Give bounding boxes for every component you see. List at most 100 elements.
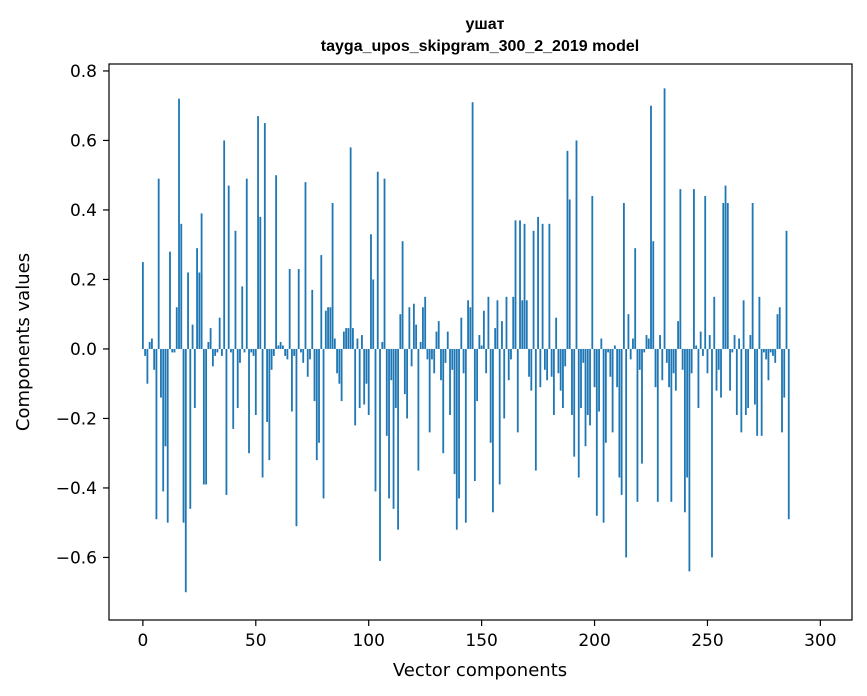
bar-component-184 [557, 348, 560, 374]
bar-component-74 [309, 348, 311, 360]
bar-component-88 [340, 348, 343, 402]
bar-component-181 [550, 348, 553, 377]
bar-component-152 [485, 348, 488, 374]
bar-component-140 [458, 348, 460, 499]
bar-component-104 [376, 171, 379, 349]
bar-component-189 [568, 199, 571, 349]
bar-component-71 [302, 348, 305, 363]
bar-component-129 [433, 348, 436, 374]
bar-component-147 [473, 348, 476, 481]
bar-component-42 [236, 348, 239, 409]
bar-component-84 [331, 203, 334, 349]
bar-component-37 [225, 348, 228, 495]
bar-component-249 [704, 196, 707, 349]
bar-component-166 [516, 348, 519, 433]
bar-component-9 [162, 348, 165, 492]
bar-component-265 [740, 348, 743, 433]
bar-component-206 [607, 348, 609, 353]
bar-component-95 [356, 338, 359, 349]
bar-component-282 [778, 307, 781, 349]
bar-component-254 [715, 348, 718, 391]
bar-component-55 [266, 348, 268, 422]
bar-component-62 [281, 345, 284, 349]
bar-component-178 [543, 348, 546, 370]
bar-component-162 [507, 348, 510, 381]
bar-component-272 [756, 348, 759, 436]
y-axis-label: Components values [13, 253, 34, 431]
bar-component-117 [406, 348, 409, 419]
bar-component-261 [731, 348, 734, 353]
bar-component-134 [444, 348, 447, 363]
bar-component-111 [392, 348, 395, 509]
bar-component-185 [559, 348, 562, 391]
bar-component-5 [153, 348, 156, 370]
bar-component-6 [155, 348, 158, 520]
bar-component-275 [763, 348, 765, 353]
x-tick-label: 250 [691, 631, 723, 651]
bar-component-100 [367, 348, 370, 415]
bar-component-137 [451, 348, 454, 370]
bar-component-25 [198, 272, 201, 349]
y-tick-label: 0.6 [70, 131, 97, 151]
bar-component-253 [713, 296, 716, 349]
chart-title-word: ушат [466, 16, 505, 33]
bar-component-2 [146, 348, 149, 384]
bar-component-221 [641, 348, 643, 464]
bar-component-267 [744, 348, 747, 415]
bar-component-215 [627, 314, 630, 349]
bar-component-224 [647, 338, 650, 349]
bar-component-15 [175, 307, 178, 349]
bar-component-174 [534, 348, 537, 471]
bar-component-113 [397, 348, 399, 530]
bar-component-139 [455, 348, 458, 530]
bar-component-247 [699, 331, 702, 349]
bar-component-222 [643, 348, 646, 353]
bar-component-208 [611, 348, 614, 433]
bar-component-177 [541, 223, 544, 349]
bar-component-94 [354, 348, 357, 426]
y-axis-ticks: −0.6 −0.4 −0.2 0.0 0.2 0.4 0.6 0.8 [56, 62, 109, 568]
bar-component-120 [412, 303, 415, 349]
bar-component-143 [464, 348, 467, 523]
bar-component-255 [717, 348, 720, 370]
bar-component-273 [758, 296, 761, 349]
bar-component-210 [616, 348, 619, 388]
bar-component-90 [345, 328, 348, 349]
bar-component-280 [774, 348, 777, 363]
bar-component-11 [166, 348, 169, 523]
bar-component-64 [286, 348, 289, 360]
x-tick-label: 200 [578, 631, 610, 651]
bar-component-226 [652, 241, 655, 349]
bar-component-24 [196, 248, 198, 349]
bar-component-121 [415, 324, 418, 349]
bar-component-232 [665, 348, 668, 363]
bar-component-190 [571, 348, 573, 415]
bar-component-80 [322, 348, 325, 499]
bar-component-4 [151, 338, 153, 349]
bar-component-50 [254, 348, 257, 415]
bar-component-128 [431, 348, 433, 360]
bar-component-130 [435, 331, 438, 349]
bar-component-22 [191, 324, 194, 349]
bar-component-19 [184, 348, 187, 593]
bar-component-235 [672, 348, 675, 374]
bar-component-241 [686, 348, 689, 478]
y-tick-label: 0.8 [70, 62, 97, 82]
bar-component-51 [257, 116, 259, 349]
bar-component-274 [760, 348, 763, 436]
bar-component-159 [501, 321, 503, 349]
bar-component-127 [428, 348, 431, 433]
bar-component-172 [530, 348, 533, 391]
bar-component-98 [363, 348, 366, 405]
bar-component-150 [480, 345, 483, 349]
bar-component-157 [496, 300, 499, 349]
bar-component-256 [720, 348, 722, 398]
bar-component-78 [318, 348, 320, 443]
bar-component-110 [390, 348, 393, 381]
bar-component-285 [785, 230, 788, 349]
bar-component-186 [562, 348, 564, 409]
bar-component-122 [417, 348, 420, 471]
bar-component-239 [681, 348, 684, 370]
bar-component-207 [609, 348, 612, 377]
